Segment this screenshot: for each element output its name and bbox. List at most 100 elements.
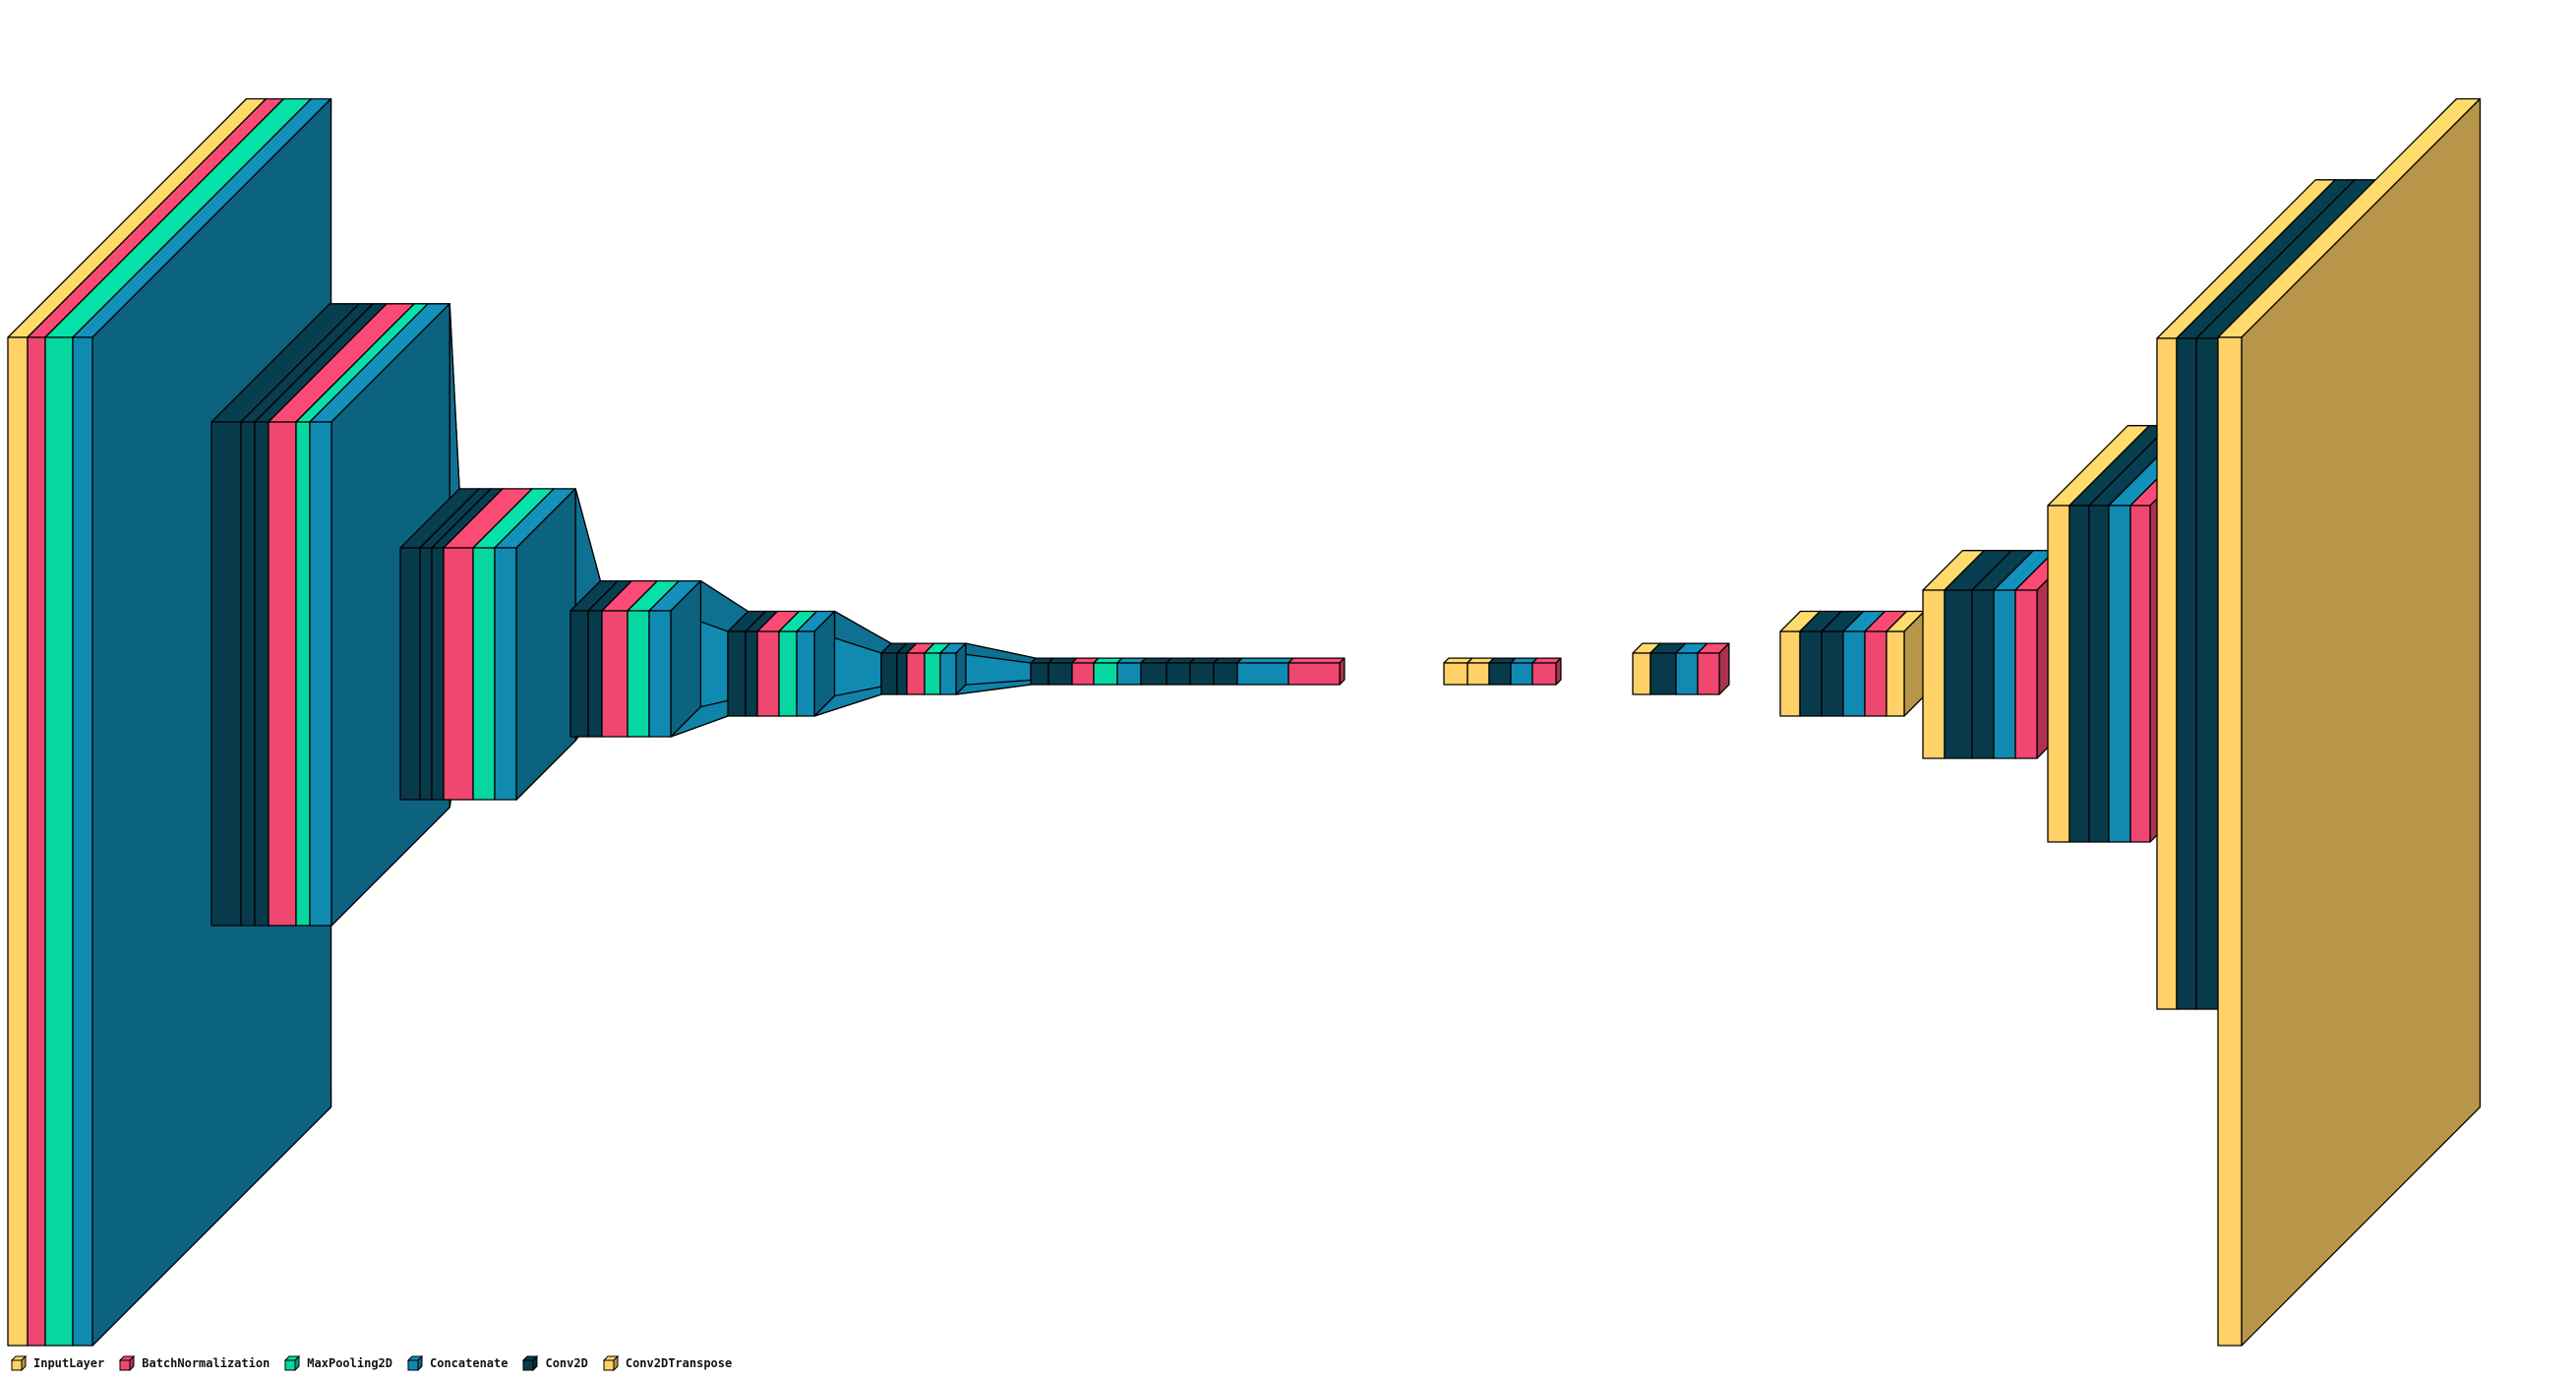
layer-group-enc3 <box>399 488 576 801</box>
concatenate-block <box>1236 657 1294 686</box>
block-front-face <box>2217 336 2243 1347</box>
block-front-face <box>1922 589 1946 759</box>
block-front-face <box>896 652 908 695</box>
layer-group-output <box>2217 97 2482 1347</box>
block-front-face <box>1166 662 1191 686</box>
block-front-face <box>778 630 798 717</box>
block-front-face <box>27 336 46 1347</box>
concatenate-block <box>494 488 576 801</box>
conv2d-transpose-cube-icon <box>602 1354 620 1372</box>
block-front-face <box>627 610 650 738</box>
batch-normalization-cube-icon <box>119 1354 136 1372</box>
block-front-face <box>1649 652 1677 695</box>
block-front-face <box>745 630 758 717</box>
block-front-face <box>756 630 780 717</box>
legend: InputLayer BatchNormalization MaxPooling… <box>10 1352 732 1374</box>
block-front-face <box>1993 589 2016 759</box>
block-front-face <box>431 547 445 801</box>
conv2dtranspose-block <box>1886 610 1926 717</box>
block-front-face <box>472 547 496 801</box>
block-front-face <box>1632 652 1651 695</box>
block-front-face <box>2068 505 2090 843</box>
block-front-face <box>648 610 672 738</box>
block-front-face <box>295 421 311 927</box>
block-top-face <box>1236 657 1294 664</box>
block-top-face <box>1288 657 1346 664</box>
legend-label: Concatenate <box>430 1356 509 1370</box>
legend-item-conv2d: Conv2D <box>521 1354 588 1372</box>
legend-label: InputLayer <box>33 1356 105 1370</box>
block-front-face <box>2108 505 2131 843</box>
block-front-face <box>1030 662 1049 686</box>
cube-face <box>284 1359 296 1371</box>
block-front-face <box>924 652 941 695</box>
layer-group-enc2 <box>210 303 450 927</box>
block-front-face <box>309 421 332 927</box>
block-front-face <box>1140 662 1168 686</box>
block-front-face <box>1944 589 1973 759</box>
legend-item-input-layer: InputLayer <box>10 1354 104 1372</box>
block-front-face <box>1116 662 1142 686</box>
layer-blocks <box>7 97 2482 1347</box>
concatenate-cube-icon <box>406 1354 424 1372</box>
conv2d-block <box>1189 657 1220 686</box>
block-front-face <box>1821 630 1844 717</box>
legend-label: MaxPooling2D <box>307 1356 392 1370</box>
cube-face <box>407 1359 419 1371</box>
block-side-face <box>955 642 967 695</box>
cube-face <box>522 1359 534 1371</box>
block-front-face <box>1675 652 1699 695</box>
layer-group-dec1 <box>1443 657 1562 686</box>
legend-item-batch-normalization: BatchNormalization <box>118 1354 270 1372</box>
block-front-face <box>796 630 815 717</box>
block-front-face <box>1510 662 1533 686</box>
block-side-face <box>1555 657 1562 686</box>
block-front-face <box>1697 652 1720 695</box>
block-front-face <box>1048 662 1073 686</box>
conv2d-cube-icon <box>522 1354 539 1372</box>
batchnormalization-block <box>1531 657 1562 686</box>
block-front-face <box>1488 662 1512 686</box>
concatenate-block <box>939 642 967 695</box>
funnel-enc6-to-bottleneck <box>955 642 1037 695</box>
block-front-face <box>1842 630 1866 717</box>
block-front-face <box>1799 630 1823 717</box>
block-front-face <box>1093 662 1118 686</box>
block-front-face <box>1467 662 1490 686</box>
block-front-face <box>1531 662 1557 686</box>
layer-group-dec3 <box>1779 610 1926 717</box>
block-front-face <box>1886 630 1905 717</box>
block-front-face <box>494 547 517 801</box>
block-side-face <box>1718 642 1730 695</box>
batchnormalization-block <box>1697 642 1730 695</box>
block-front-face <box>601 610 629 738</box>
block-front-face <box>443 547 474 801</box>
legend-item-concatenate: Concatenate <box>406 1354 508 1372</box>
block-front-face <box>1288 662 1341 686</box>
concatenate-block <box>796 610 836 717</box>
block-front-face <box>2088 505 2110 843</box>
legend-label: Conv2DTranspose <box>625 1356 733 1370</box>
block-front-face <box>587 610 603 738</box>
block-front-face <box>2014 589 2038 759</box>
block-front-face <box>1071 662 1095 686</box>
layer-group-enc6 <box>880 642 967 695</box>
layer-group-enc4 <box>569 579 702 738</box>
block-front-face <box>2195 337 2219 1010</box>
batchnormalization-block <box>1288 657 1346 686</box>
block-front-face <box>1189 662 1215 686</box>
legend-label: Conv2D <box>545 1356 588 1370</box>
layer-group-dec2 <box>1632 642 1730 695</box>
block-front-face <box>268 421 297 927</box>
block-front-face <box>2047 505 2070 843</box>
block-front-face <box>2129 505 2151 843</box>
legend-item-max-pooling: MaxPooling2D <box>283 1354 392 1372</box>
block-front-face <box>210 421 242 927</box>
block-front-face <box>569 610 589 738</box>
input-layer-cube-icon <box>10 1354 28 1372</box>
cube-face <box>603 1359 615 1371</box>
block-front-face <box>7 336 29 1347</box>
legend-item-conv2d-transpose: Conv2DTranspose <box>602 1354 732 1372</box>
block-side-face <box>1339 657 1346 686</box>
block-front-face <box>2176 337 2197 1010</box>
